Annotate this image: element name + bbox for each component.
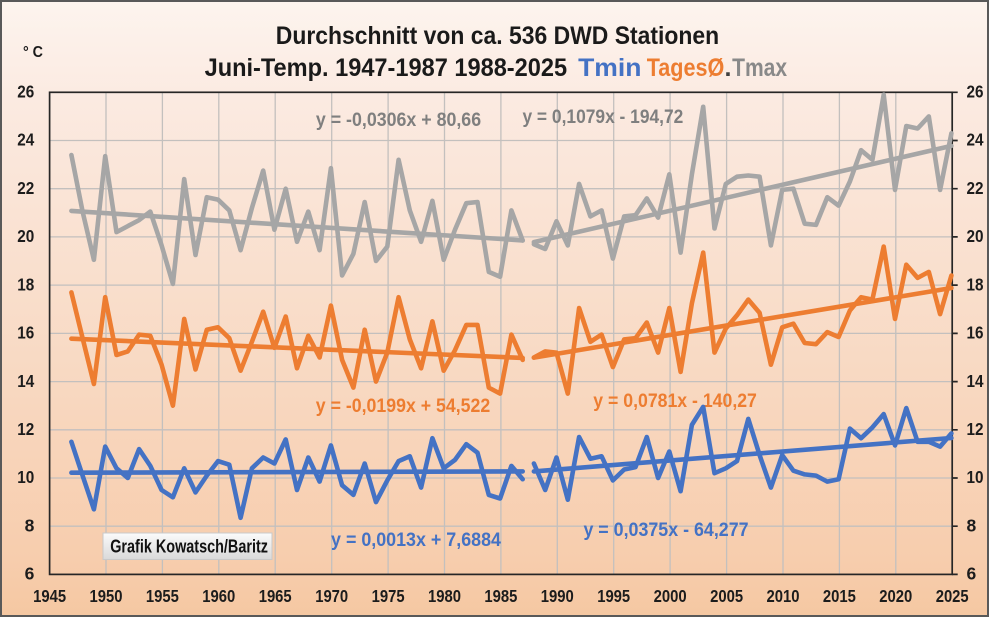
svg-text:1960: 1960 [202, 586, 235, 606]
svg-text:24: 24 [967, 130, 984, 150]
svg-text:14: 14 [17, 371, 34, 391]
svg-text:1990: 1990 [541, 586, 574, 606]
svg-text:10: 10 [967, 467, 984, 487]
svg-text:8: 8 [967, 515, 977, 535]
svg-text:y = -0,0199x + 54,522: y = -0,0199x + 54,522 [316, 396, 490, 417]
svg-text:2005: 2005 [710, 586, 743, 606]
svg-text:16: 16 [967, 323, 984, 343]
svg-text:20: 20 [17, 226, 34, 246]
svg-text:Tmin: Tmin [578, 54, 641, 82]
svg-text:1955: 1955 [146, 586, 179, 606]
svg-text:6: 6 [967, 564, 977, 584]
svg-text:1970: 1970 [315, 586, 348, 606]
svg-text:14: 14 [967, 371, 984, 391]
svg-text:8: 8 [25, 515, 35, 535]
svg-text:16: 16 [17, 323, 34, 343]
svg-text:20: 20 [967, 226, 984, 246]
svg-text:y = 0,0375x - 64,277: y = 0,0375x - 64,277 [583, 520, 748, 541]
svg-text:1985: 1985 [484, 586, 517, 606]
svg-text:26: 26 [967, 82, 984, 102]
svg-text:18: 18 [17, 274, 34, 294]
svg-text:24: 24 [17, 130, 34, 150]
svg-text:10: 10 [17, 467, 34, 487]
svg-text:6: 6 [25, 564, 35, 584]
svg-text:y = 0,0013x + 7,6884: y = 0,0013x + 7,6884 [331, 530, 501, 551]
svg-text:y = 0,0781x - 140,27: y = 0,0781x - 140,27 [593, 391, 757, 412]
svg-text:1965: 1965 [259, 586, 292, 606]
svg-text:Juni-Temp. 1947-1987 1988-2025: Juni-Temp. 1947-1987 1988-2025 [205, 54, 568, 82]
svg-text:26: 26 [17, 82, 34, 102]
svg-text:2000: 2000 [654, 586, 687, 606]
svg-text:1950: 1950 [90, 586, 123, 606]
svg-text:y = 0,1079x - 194,72: y = 0,1079x - 194,72 [522, 107, 683, 128]
svg-text:1975: 1975 [372, 586, 405, 606]
svg-text:1945: 1945 [33, 586, 66, 606]
svg-text:22: 22 [967, 178, 984, 198]
svg-text:y = -0,0306x + 80,66: y = -0,0306x + 80,66 [316, 110, 481, 131]
svg-text:1995: 1995 [597, 586, 630, 606]
svg-text:Durchschnitt von ca. 536 DWD S: Durchschnitt von ca. 536 DWD Stationen [276, 22, 719, 50]
svg-text:2010: 2010 [767, 586, 800, 606]
svg-text:22: 22 [17, 178, 34, 198]
svg-text:2020: 2020 [879, 586, 912, 606]
svg-text:° C: ° C [23, 44, 43, 61]
svg-text:Tmax: Tmax [732, 54, 787, 82]
svg-text:Grafik Kowatsch/Baritz: Grafik Kowatsch/Baritz [110, 537, 268, 557]
svg-text:12: 12 [967, 419, 984, 439]
svg-text:1980: 1980 [428, 586, 461, 606]
svg-text:2025: 2025 [936, 586, 969, 606]
svg-text:TagesØ: TagesØ [647, 54, 725, 82]
svg-text:.: . [725, 54, 732, 82]
svg-text:12: 12 [17, 419, 34, 439]
svg-text:2015: 2015 [823, 586, 856, 606]
svg-text:18: 18 [967, 274, 984, 294]
